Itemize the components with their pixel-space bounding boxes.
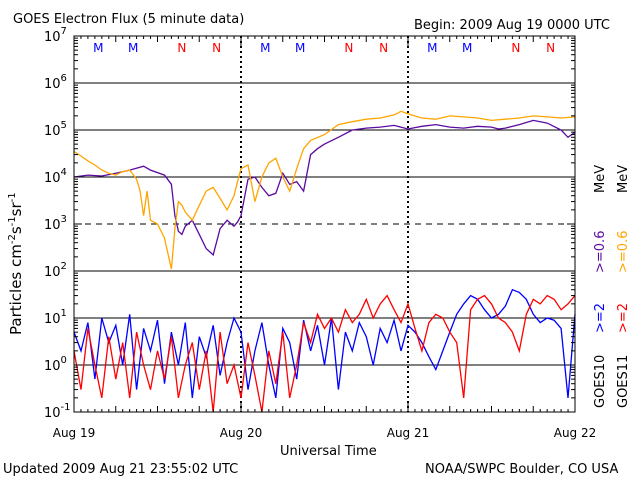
series-line-3: [73, 294, 576, 413]
marker-label-0: M: [93, 41, 103, 55]
marker-label-6: N: [344, 41, 353, 55]
marker-label-8: M: [427, 41, 437, 55]
y-axis-title: Particles cm-2s-1sr-1: [7, 192, 25, 335]
marker-label-2: N: [177, 41, 186, 55]
plot-area: [74, 35, 575, 413]
y-tick-label-4: 104: [44, 167, 67, 186]
y-tick-label-6: 106: [44, 73, 67, 92]
marker-label-4: M: [260, 41, 270, 55]
marker-label-11: N: [546, 41, 555, 55]
updated-timestamp: Updated 2009 Aug 21 23:55:02 UTC: [3, 462, 238, 477]
marker-label-7: N: [379, 41, 388, 55]
y-tick-label-1: 101: [44, 308, 67, 327]
legend-goes11-06mev: >=0.6: [616, 231, 631, 273]
x-tick-label-2: Aug 21: [387, 426, 430, 440]
x-tick-label-3: Aug 22: [554, 426, 597, 440]
begin-timestamp: Begin: 2009 Aug 19 0000 UTC: [414, 18, 610, 33]
y-tick-label-2: 102: [44, 261, 67, 280]
axes-layer: 10-1 100 101 102 103 104 105 106 107 Aug 19 Aug 20…: [7, 26, 596, 440]
legend-goes11-label: GOES11: [616, 355, 631, 408]
legend-goes10-label: GOES10: [593, 355, 608, 408]
y-tick-label-5: 105: [44, 120, 67, 139]
y-tick-label-3: 103: [44, 214, 67, 233]
x-tick-label-0: Aug 19: [53, 426, 96, 440]
marker-label-10: N: [511, 41, 520, 55]
legend-goes11-2mev: >=2: [616, 303, 631, 333]
y-tick-label--1: 10-1: [44, 402, 71, 421]
series-line-0: [73, 119, 576, 257]
legend-mev-unit-1: MeV: [593, 165, 608, 193]
source-credit: NOAA/SWPC Boulder, CO USA: [425, 462, 618, 477]
legend-goes10-06mev: >=0.6: [593, 231, 608, 273]
series-line-1: [73, 110, 576, 270]
x-tick-label-1: Aug 20: [220, 426, 263, 440]
legend-mev-unit-2: MeV: [616, 165, 631, 193]
plot-frame: [73, 35, 576, 413]
marker-label-5: M: [295, 41, 305, 55]
legend: GOES10 GOES11 >=2 >=2 >=0.6 >=0.6 MeV MeV: [593, 165, 631, 408]
legend-goes10-2mev: >=2: [593, 303, 608, 333]
series-layer: [73, 110, 576, 413]
marker-label-3: N: [212, 41, 221, 55]
x-axis-title: Universal Time: [280, 444, 377, 459]
chart-title: GOES Electron Flux (5 minute data): [13, 12, 244, 27]
series-line-2: [73, 288, 576, 399]
y-tick-label-0: 100: [44, 355, 67, 374]
marker-label-1: M: [128, 41, 138, 55]
marker-label-9: M: [462, 41, 472, 55]
y-tick-label-7: 107: [44, 26, 67, 45]
